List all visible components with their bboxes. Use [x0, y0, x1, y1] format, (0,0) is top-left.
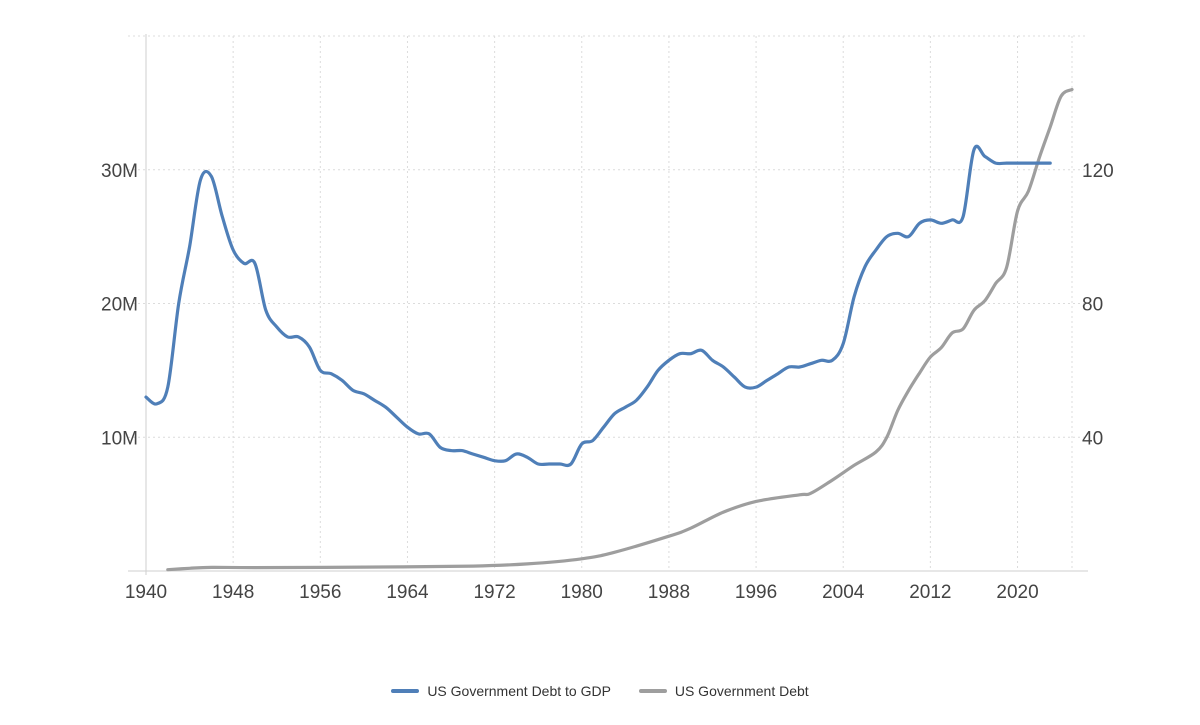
axes: [128, 34, 1088, 575]
legend-item-debt-to-gdp[interactable]: US Government Debt to GDP: [391, 683, 611, 699]
legend-swatch-debt: [638, 689, 667, 693]
legend: US Government Debt to GDP US Government …: [0, 680, 1200, 699]
x-tick-label: 1948: [212, 582, 254, 603]
legend-label-debt-to-gdp: US Government Debt to GDP: [427, 683, 611, 699]
x-tick-label: 2020: [996, 582, 1038, 603]
x-tick-label: 1940: [125, 582, 167, 603]
series-line-us-government-debt-to-gdp: [144, 144, 1052, 468]
left-y-tick-label: 20M: [101, 295, 138, 316]
x-tick-label: 1980: [561, 582, 603, 603]
right-y-tick-label: 40: [1082, 428, 1103, 449]
right-y-tick-label: 120: [1082, 161, 1114, 182]
series-line-us-government-debt: [166, 87, 1074, 572]
gridlines: [128, 35, 1088, 571]
x-tick-label: 1988: [648, 582, 690, 603]
x-tick-label: 2004: [822, 582, 865, 603]
legend-label-debt: US Government Debt: [674, 683, 809, 699]
x-tick-label: 2012: [909, 582, 951, 603]
left-y-tick-label: 10M: [101, 428, 138, 449]
legend-item-debt[interactable]: US Government Debt: [638, 683, 809, 699]
x-tick-label: 1964: [386, 582, 429, 603]
series-lines: [144, 87, 1074, 572]
left-y-tick-label: 30M: [101, 161, 138, 182]
x-tick-label: 1956: [299, 582, 341, 603]
legend-swatch-debt-to-gdp: [391, 689, 420, 693]
right-y-tick-label: 80: [1082, 295, 1103, 316]
x-tick-label: 1972: [473, 582, 515, 603]
x-tick-label: 1996: [735, 582, 777, 603]
tick-labels: 1940 1948 1956 1964 1972 1980 1988 1996 2004 2012…: [101, 161, 1114, 603]
